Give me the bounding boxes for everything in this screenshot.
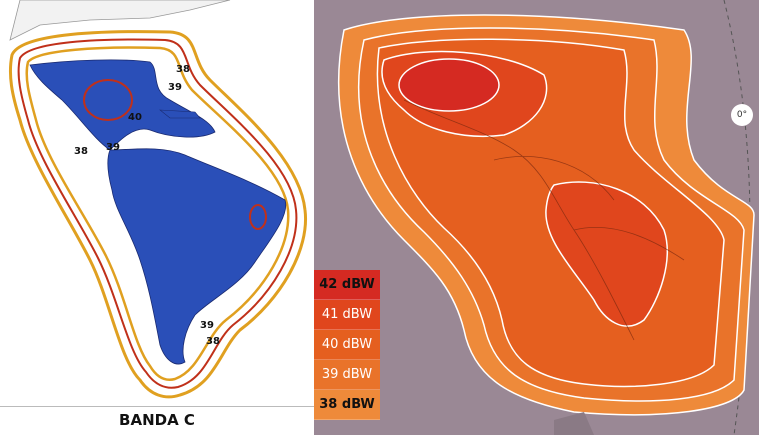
orbit-position-badge: 0° xyxy=(731,104,753,126)
legend-entry-42: 42 dBW xyxy=(314,270,380,300)
legend-entry-39: 39 dBW xyxy=(314,360,380,390)
contour-label-38-north: 38 xyxy=(176,64,190,75)
eirp-coverage-map: 0° 42 dBW 41 dBW 40 dBW 39 dBW 38 dBW xyxy=(314,0,759,435)
legend-entry-38: 38 dBW xyxy=(314,390,380,420)
contour-label-39-north: 39 xyxy=(168,82,182,93)
legend-entry-41: 41 dBW xyxy=(314,300,380,330)
c-band-coverage-map: 38 39 40 38 39 39 38 BANDA C xyxy=(0,0,314,435)
contour-label-38-south: 38 xyxy=(206,336,220,347)
contour-label-39-south: 39 xyxy=(200,320,214,331)
contour-label-38-west: 38 xyxy=(74,146,88,157)
eirp-legend: 42 dBW 41 dBW 40 dBW 39 dBW 38 dBW xyxy=(314,270,380,420)
contour-label-40: 40 xyxy=(128,112,142,123)
map-caption: BANDA C xyxy=(0,406,314,433)
contour-label-39-west: 39 xyxy=(106,142,120,153)
legend-entry-40: 40 dBW xyxy=(314,330,380,360)
eirp-map-graphic xyxy=(337,0,755,435)
c-band-map-graphic xyxy=(8,0,308,399)
